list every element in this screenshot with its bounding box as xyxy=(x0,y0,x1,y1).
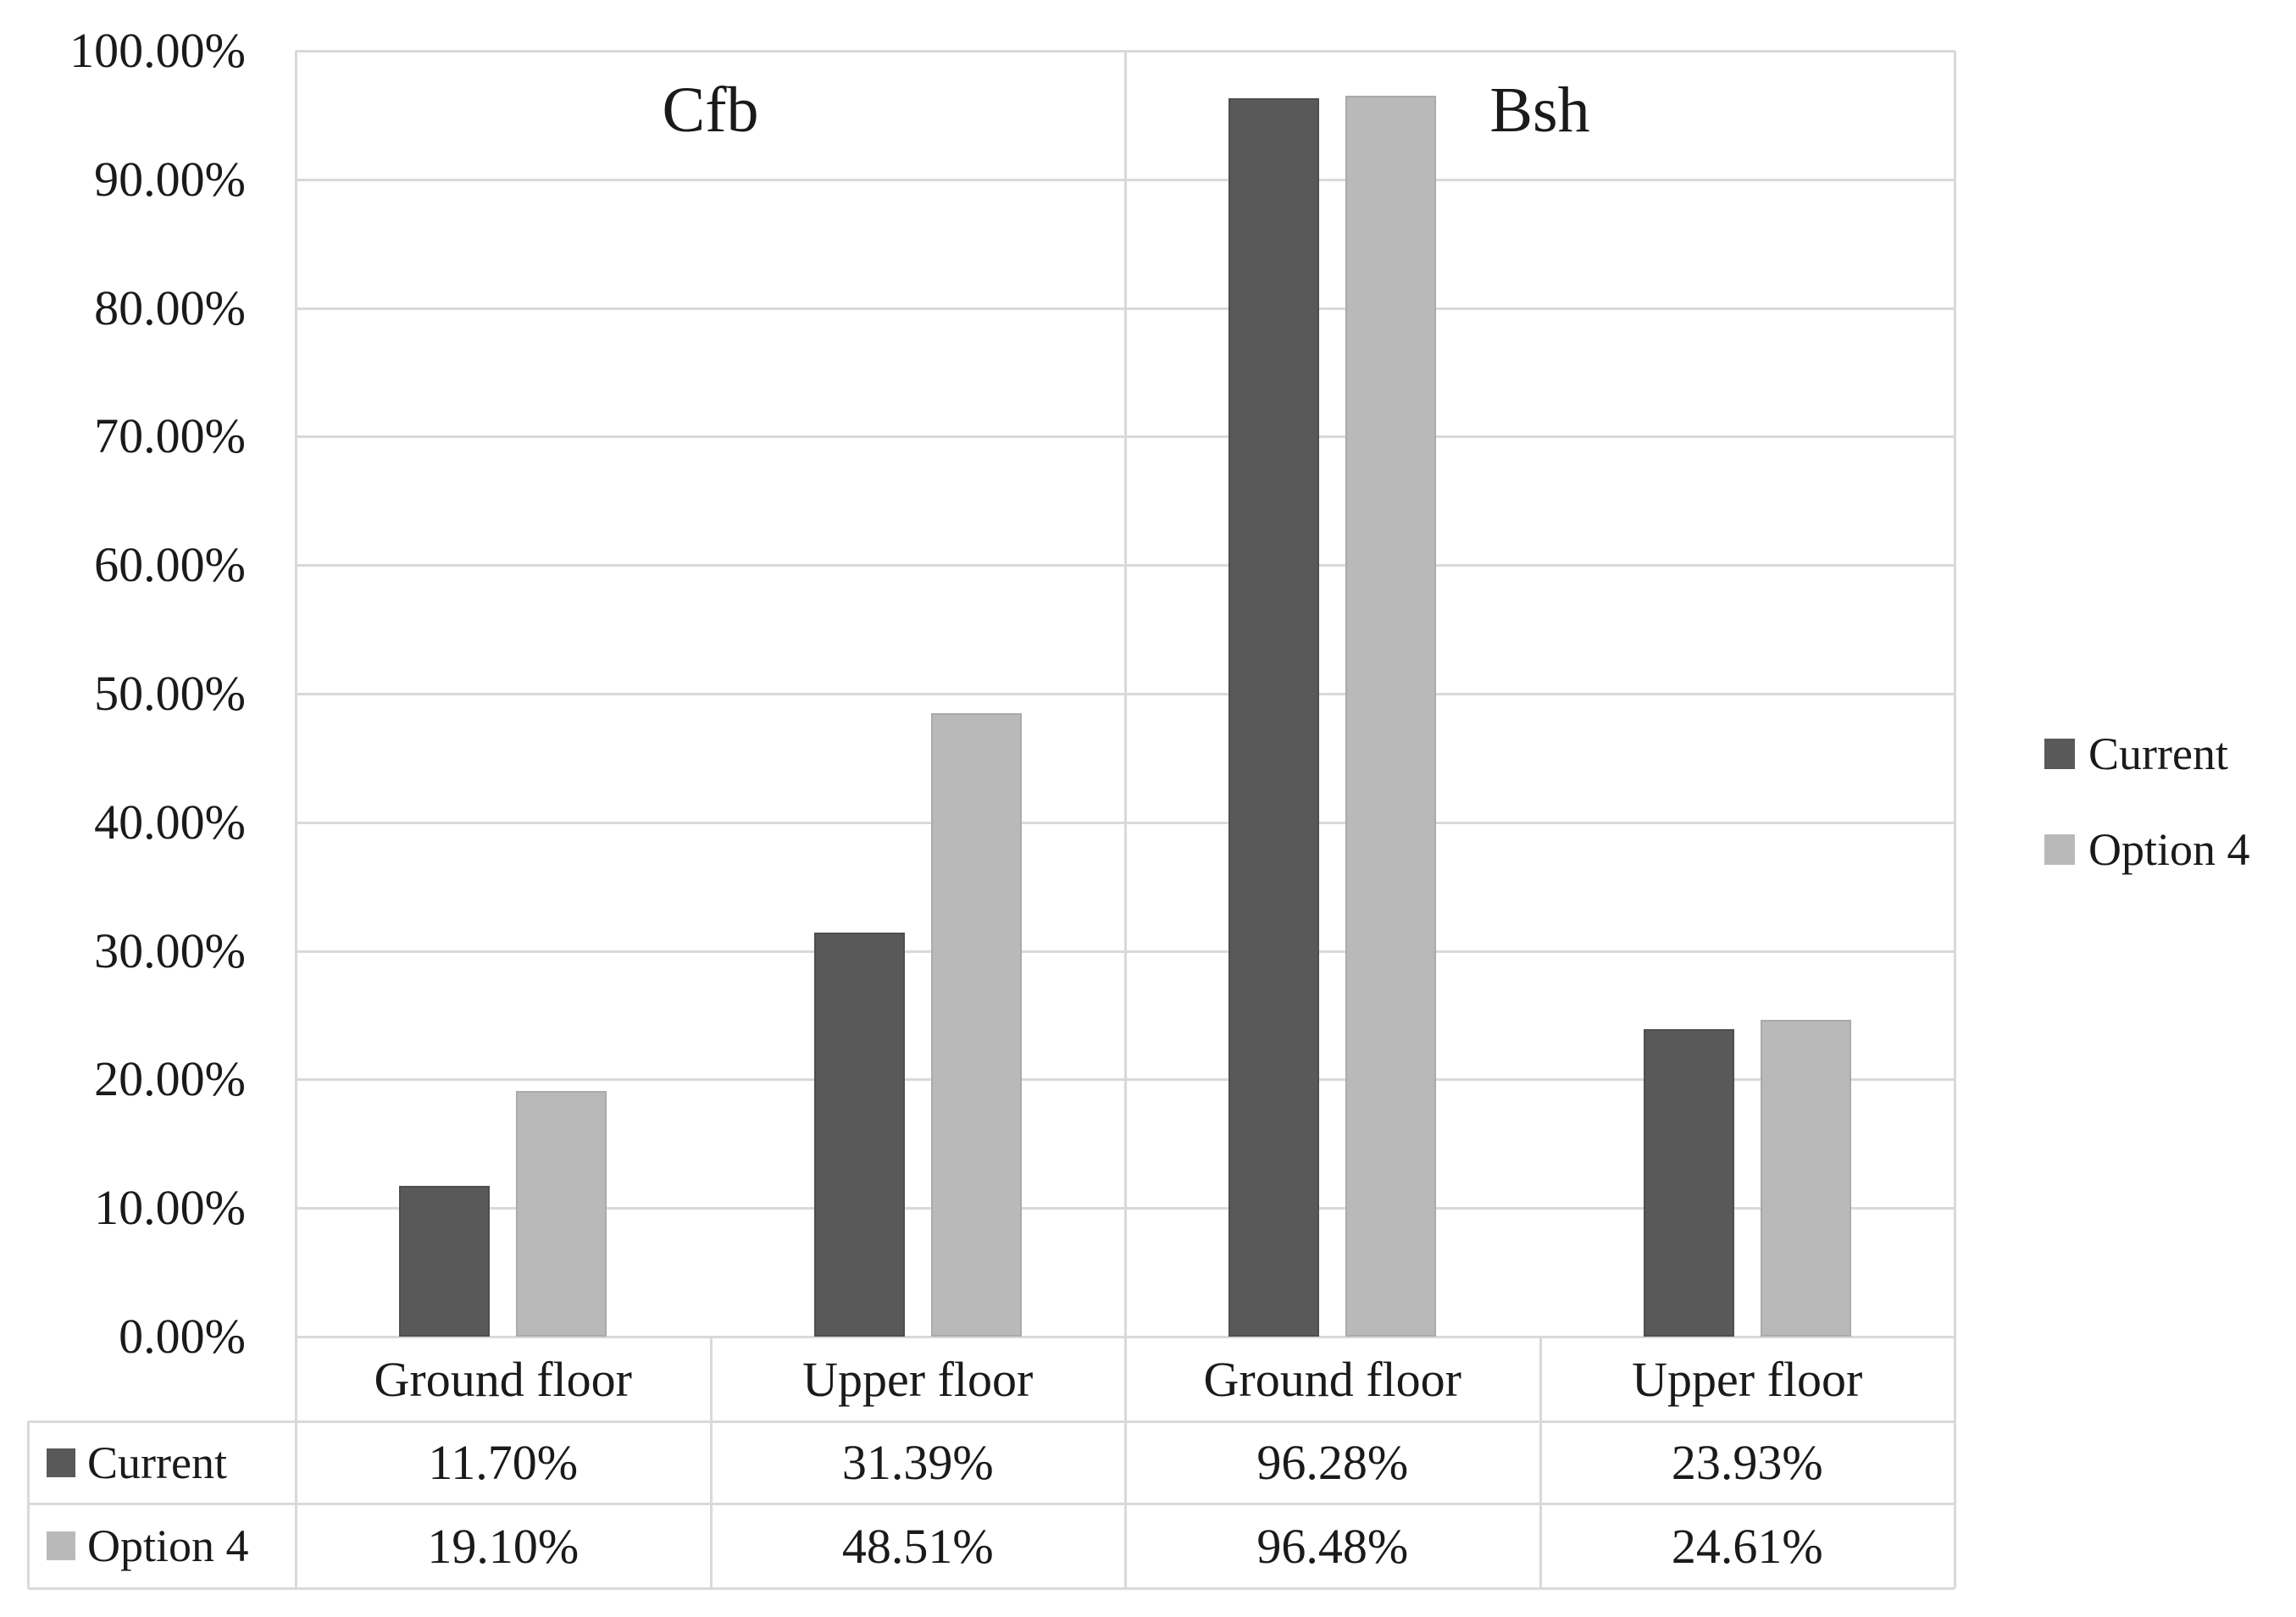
legend-label: Option 4 xyxy=(2088,824,2250,875)
group-label-cfb: Cfb xyxy=(662,75,759,146)
table-value-cell: 31.39% xyxy=(841,1435,994,1490)
legend-label: Current xyxy=(2088,728,2228,779)
table-row-border xyxy=(28,1503,1955,1505)
table-category-header: Upper floor xyxy=(802,1351,1034,1407)
table-row-header-current: Current xyxy=(28,1421,296,1503)
table-row-border xyxy=(28,1587,1955,1590)
table-value-cell: 23.93% xyxy=(1671,1435,1823,1490)
bar-option-4 xyxy=(930,712,1022,1337)
table-row-border xyxy=(28,1420,1955,1423)
bar-current xyxy=(1228,98,1320,1337)
table-left-border xyxy=(27,1421,30,1588)
y-axis-tick-label: 30.00% xyxy=(94,922,246,978)
legend-swatch xyxy=(2044,834,2075,865)
y-axis-tick-label: 10.00% xyxy=(94,1180,246,1236)
group-divider-line xyxy=(1124,51,1127,1588)
y-axis-tick-label: 80.00% xyxy=(94,280,246,335)
group-label-bsh: Bsh xyxy=(1489,75,1590,146)
bar-option-4 xyxy=(516,1091,607,1337)
y-axis-tick-label: 70.00% xyxy=(94,408,246,464)
table-column-border xyxy=(709,1337,713,1588)
bar-current xyxy=(1643,1028,1734,1337)
plot-right-border xyxy=(1954,51,1956,1588)
y-axis-tick-label: 0.00% xyxy=(119,1309,246,1364)
table-row-header-option-4: Option 4 xyxy=(28,1503,296,1588)
table-category-header: Ground floor xyxy=(1203,1351,1461,1407)
y-axis-tick-label: 90.00% xyxy=(94,151,246,207)
y-axis-tick-label: 40.00% xyxy=(94,794,246,850)
table-value-cell: 96.48% xyxy=(1256,1518,1409,1574)
table-value-cell: 96.28% xyxy=(1256,1435,1409,1490)
table-value-cell: 11.70% xyxy=(428,1435,579,1490)
table-category-header: Ground floor xyxy=(374,1351,632,1407)
y-axis-tick-label: 60.00% xyxy=(94,537,246,593)
y-axis-tick-label: 20.00% xyxy=(94,1051,246,1107)
legend-entry-option-4: Option 4 xyxy=(2044,824,2250,875)
table-column-border xyxy=(1539,1337,1542,1588)
legend-key-swatch xyxy=(47,1531,75,1560)
legend-entry-current: Current xyxy=(2044,728,2228,779)
table-value-cell: 48.51% xyxy=(841,1518,994,1574)
series-name-label: Current xyxy=(87,1437,227,1488)
legend-key-swatch xyxy=(47,1448,75,1477)
bar-current xyxy=(399,1186,491,1337)
legend-swatch xyxy=(2044,739,2075,769)
series-name-label: Option 4 xyxy=(87,1520,249,1571)
table-value-cell: 24.61% xyxy=(1671,1518,1823,1574)
bar-option-4 xyxy=(1760,1020,1851,1337)
table-category-header: Upper floor xyxy=(1632,1351,1863,1407)
table-value-cell: 19.10% xyxy=(427,1518,580,1574)
bar-option-4 xyxy=(1345,96,1437,1337)
y-axis-tick-label: 100.00% xyxy=(69,23,246,78)
plot-left-border xyxy=(295,51,297,1588)
bar-current xyxy=(813,933,905,1337)
y-axis-tick-label: 50.00% xyxy=(94,666,246,721)
